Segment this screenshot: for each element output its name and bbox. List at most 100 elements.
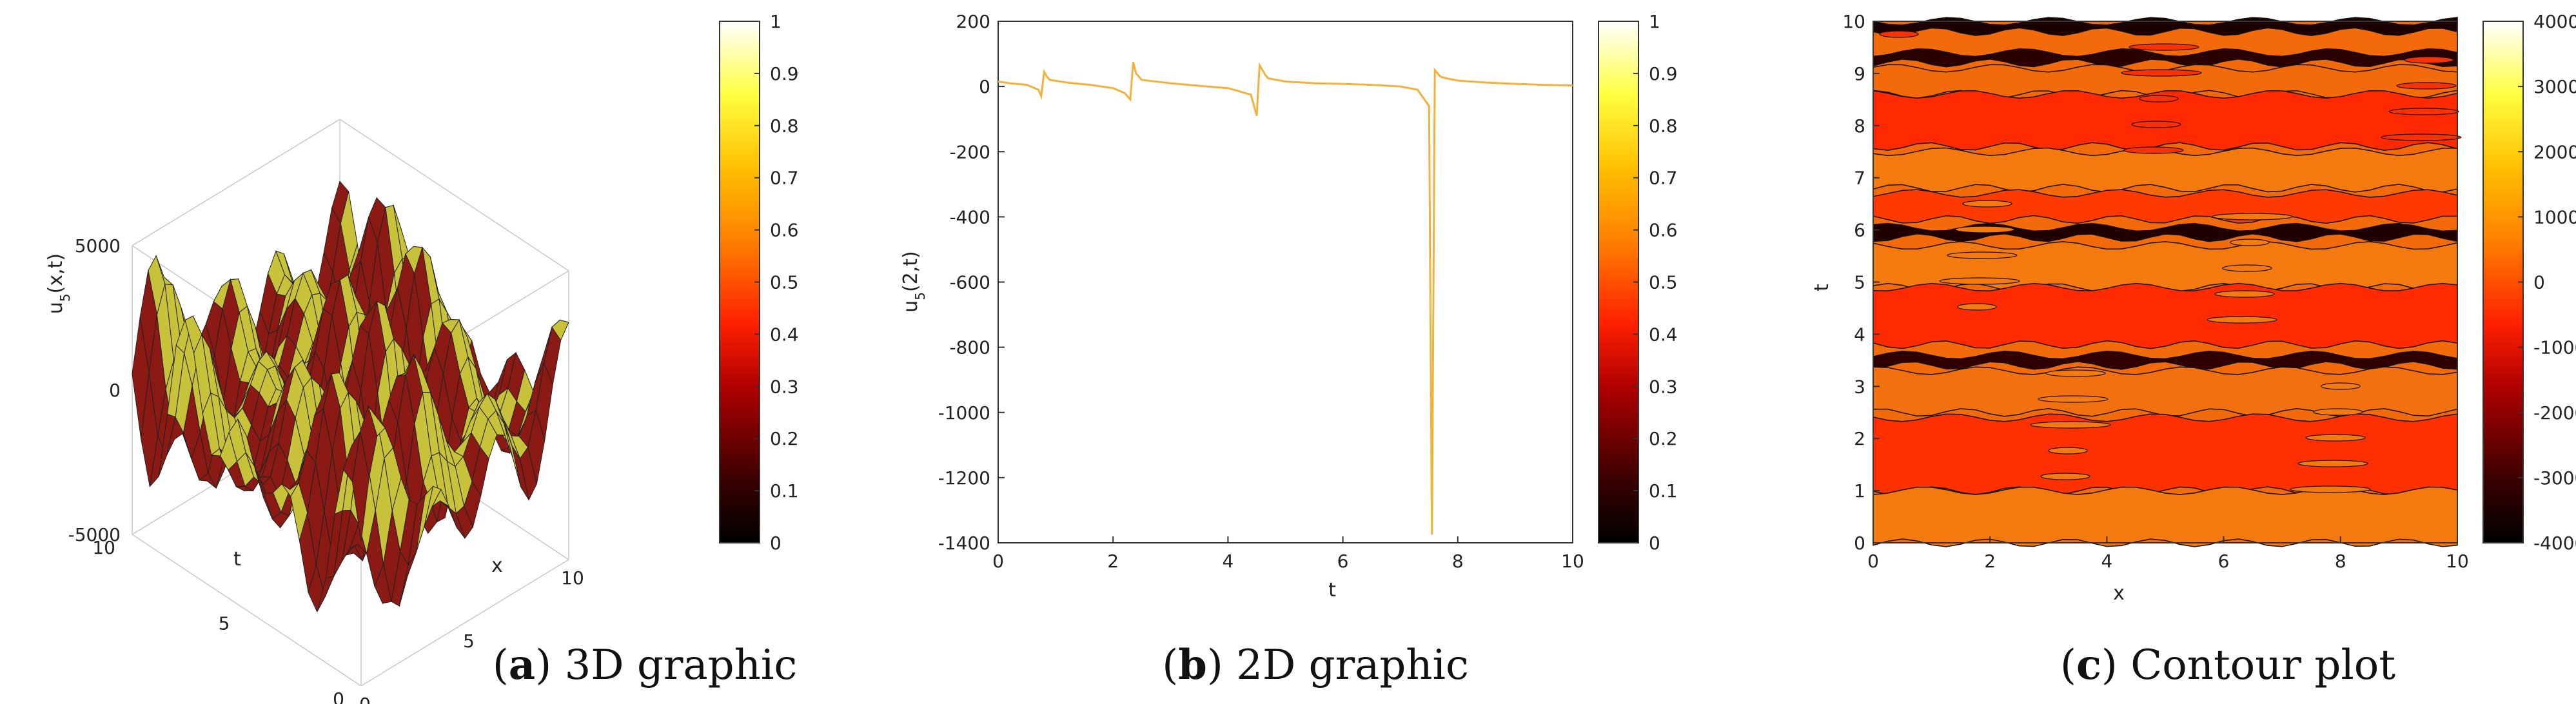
contour-y-tick-label: 6 (1854, 220, 1865, 241)
contour-colorbar-gradient (2483, 21, 2524, 543)
surface-colorbar-tick-label: 0 (770, 533, 782, 554)
contour-x-tick-label: 0 (1867, 551, 1879, 572)
contour-x-tick-label: 4 (2101, 551, 2112, 572)
surface-t-tick-label: 0 (333, 689, 344, 704)
line-colorbar-tick-label: 0.4 (1649, 324, 1678, 345)
surface-y-axis-label: t (233, 548, 241, 571)
line-y-tick-label: -1000 (938, 402, 990, 424)
contour-y-tick-label: 3 (1854, 376, 1865, 397)
contour-island (2396, 82, 2457, 90)
line-x-tick-label: 0 (992, 551, 1004, 572)
contour-island (2040, 473, 2090, 480)
surface-colorbar: 1 0.9 0.8 0.7 0.6 0.5 0.4 0.3 0.2 0.1 0 (719, 11, 799, 554)
line-plot-axes-box (998, 21, 1573, 543)
contour-y-tick-label: 7 (1854, 168, 1865, 189)
surface-x-axis-label: x (491, 554, 503, 577)
contour-y-tick-label: 2 (1854, 428, 1865, 449)
caption-b: (b) 2D graphic (1162, 641, 1469, 689)
line-colorbar-gradient (1598, 21, 1639, 543)
surface-z-tick-label: -5000 (68, 524, 121, 545)
line-x-tick-label: 4 (1222, 551, 1234, 572)
surface-t-tick-label: 5 (219, 613, 230, 634)
surface-x-tick-label: 5 (463, 631, 475, 652)
line-y-tick-label: 0 (979, 76, 990, 97)
surface-box-edge (339, 119, 569, 271)
line-y-axis-label: u5(2,t) (900, 251, 928, 313)
contour-island (2381, 133, 2462, 141)
surface-colorbar-tick-label: 0.3 (770, 376, 799, 397)
contour-island (2131, 121, 2181, 128)
contour-island (2045, 369, 2106, 377)
line-x-tick-label: 2 (1107, 551, 1119, 572)
line-x-tick-label: 8 (1452, 551, 1464, 572)
line-colorbar-tick-label: 0 (1649, 533, 1660, 554)
line-colorbar-tick-label: 1 (1649, 11, 1660, 32)
contour-x-tick-label: 8 (2335, 551, 2346, 572)
contour-x-axis-label: x (2113, 582, 2125, 605)
contour-colorbar-tick-label: 0 (2533, 272, 2545, 293)
line-series-u5 (998, 61, 1573, 535)
contour-y-tick-label: 10 (1842, 11, 1865, 32)
line-y-tick-label: -200 (949, 141, 990, 162)
contour-island (1939, 277, 2020, 285)
contour-island (2222, 264, 2272, 272)
line-colorbar-tick-label: 0.8 (1649, 115, 1678, 137)
contour-island (2388, 108, 2459, 115)
line-colorbar-tick-label: 0.3 (1649, 376, 1678, 397)
surface-colorbar-tick-label: 0.2 (770, 428, 799, 449)
line-plot-ticks: 0 2 4 6 8 10 200 0 -200 -400 -600 -800 -1000 -1200 -14… (938, 11, 1584, 572)
contour-island (1957, 303, 1997, 311)
line-colorbar-tick-label: 0.1 (1649, 480, 1678, 502)
surface-x-tick-label: 10 (561, 567, 584, 589)
caption-c: (c) Contour plot (2060, 641, 2395, 689)
contour-colorbar-tick-label: 1000 (2533, 206, 2576, 228)
line-y-tick-label: -400 (949, 206, 990, 228)
surface-colorbar-gradient (719, 21, 760, 543)
surface-box-edge (360, 559, 569, 687)
surface-patch (351, 431, 369, 542)
panel-a-surface-plot: 5000 0 -5000 0 5 10 0 5 10 x t u5(x,t) 1 0.9 0.8 0.… (44, 11, 799, 704)
contour-y-tick-label: 4 (1854, 324, 1865, 345)
contour-island (2139, 95, 2179, 103)
contour-island (2030, 421, 2111, 429)
line-colorbar-tick-label: 0.9 (1649, 63, 1678, 84)
contour-y-tick-label: 9 (1854, 63, 1865, 84)
contour-island (2404, 56, 2454, 64)
surface-colorbar-tick-label: 0.5 (770, 272, 799, 293)
contour-island (1954, 226, 2015, 233)
contour-island (2214, 290, 2275, 298)
surface-colorbar-tick-label: 0.1 (770, 480, 799, 502)
surface-colorbar-tick-label: 0.4 (770, 324, 799, 345)
line-plot-colorbar: 1 0.9 0.8 0.7 0.6 0.5 0.4 0.3 0.2 0.1 0 (1598, 11, 1678, 554)
contour-island (2207, 316, 2277, 324)
contour-x-tick-label: 6 (2218, 551, 2230, 572)
contour-band (1873, 366, 2458, 417)
line-y-tick-label: -800 (949, 337, 990, 358)
contour-y-axis-label: t (1811, 284, 1833, 291)
contour-island (2305, 434, 2366, 442)
line-colorbar-tick-label: 0.5 (1649, 272, 1678, 293)
surface-colorbar-tick-label: 1 (770, 11, 782, 32)
surface-colorbar-tick-label: 0.6 (770, 220, 799, 241)
contour-island (2297, 460, 2368, 467)
surface-colorbar-tick-label: 0.7 (770, 168, 799, 189)
contour-colorbar-tick-label: 2000 (2533, 141, 2576, 162)
surface-colorbar-tick-label: 0.9 (770, 63, 799, 84)
contour-island (1947, 251, 2018, 259)
contour-island (2123, 146, 2184, 154)
line-x-tick-label: 10 (1561, 551, 1584, 572)
contour-band (1873, 147, 2458, 193)
surface-z-tick-label: 0 (109, 380, 121, 401)
contour-island (2129, 43, 2199, 51)
contour-y-tick-label: 8 (1854, 115, 1865, 137)
line-colorbar-tick-label: 0.6 (1649, 220, 1678, 241)
contour-island (2048, 447, 2088, 455)
surface-mesh (132, 181, 569, 612)
contour-colorbar-tick-label: 3000 (2533, 76, 2576, 97)
contour-x-tick-label: 10 (2446, 551, 2469, 572)
panel-b-line-plot: 0 2 4 6 8 102000-200-400-600-800-1000-1200-14… (900, 11, 1678, 689)
surface-z-tick-label: 5000 (75, 235, 121, 257)
